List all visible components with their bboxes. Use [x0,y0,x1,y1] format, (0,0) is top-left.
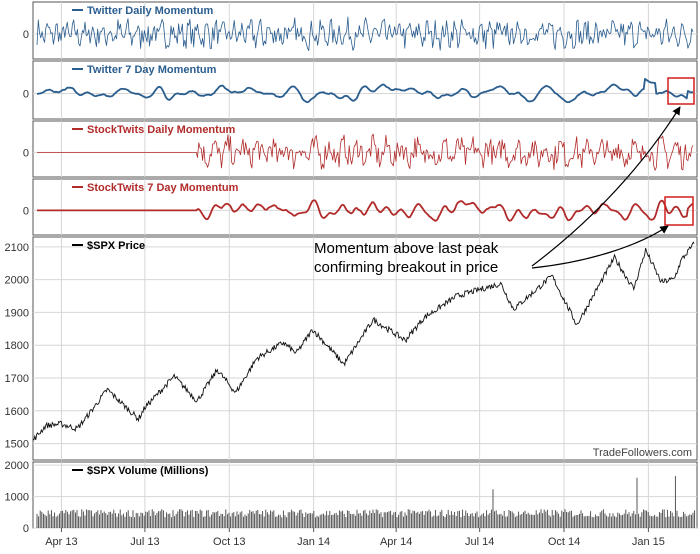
y-tick-label: 1500 [5,439,29,451]
annotation-layer [531,77,695,269]
y-tick-label: 2000 [5,275,29,287]
legend-label: $SPX Volume (Millions) [87,465,209,477]
annotation-arrow [531,106,681,267]
panel-frame [32,60,698,120]
x-tick-label: Oct 13 [213,536,245,548]
annotation-line1: Momentum above last peak [314,240,499,257]
y-tick-label: 2100 [5,242,29,254]
legend-label: StockTwits 7 Day Momentum [87,182,239,194]
x-tick-label: Oct 14 [548,536,580,548]
series-line [37,199,694,222]
x-tick-label: Jul 13 [130,536,159,548]
highlight-box [664,196,694,226]
y-tick-label: 0 [23,147,29,159]
y-tick-label: 0 [23,205,29,217]
legend-label: $SPX Price [87,240,145,252]
y-tick-label: 0 [23,29,29,41]
legend-label: Twitter 7 Day Momentum [87,64,217,76]
y-tick-label: 2000 [5,460,29,472]
panel-frame [32,236,698,461]
series-line [32,241,695,441]
x-tick-label: Apr 13 [45,536,77,548]
y-tick-label: 1800 [5,340,29,352]
annotation-line2: confirming breakout in price [314,259,498,276]
y-tick-label: 0 [23,88,29,100]
panel-frame [32,120,698,178]
x-tick-label: Jan 15 [632,536,665,548]
series-line [37,133,694,171]
x-tick-label: Jul 14 [465,536,494,548]
y-tick-label: 1700 [5,373,29,385]
y-tick-label: 1000 [5,492,29,504]
x-tick-label: Jan 14 [297,536,330,548]
series-line [36,78,694,104]
legend-label: Twitter Daily Momentum [87,5,214,17]
legend-label: StockTwits Daily Momentum [87,124,236,136]
highlight-box [667,77,695,105]
watermark: TradeFollowers.com [593,447,692,459]
y-tick-label: 1600 [5,406,29,418]
chart-panels: 0 Twitter Daily Momentum 0 Twitter 7 Day Mo… [5,1,698,548]
y-tick-label: 0 [23,523,29,535]
annotation-arrow [531,225,669,269]
x-tick-label: Apr 14 [380,536,412,548]
y-tick-label: 1900 [5,307,29,319]
series-line [36,16,694,51]
